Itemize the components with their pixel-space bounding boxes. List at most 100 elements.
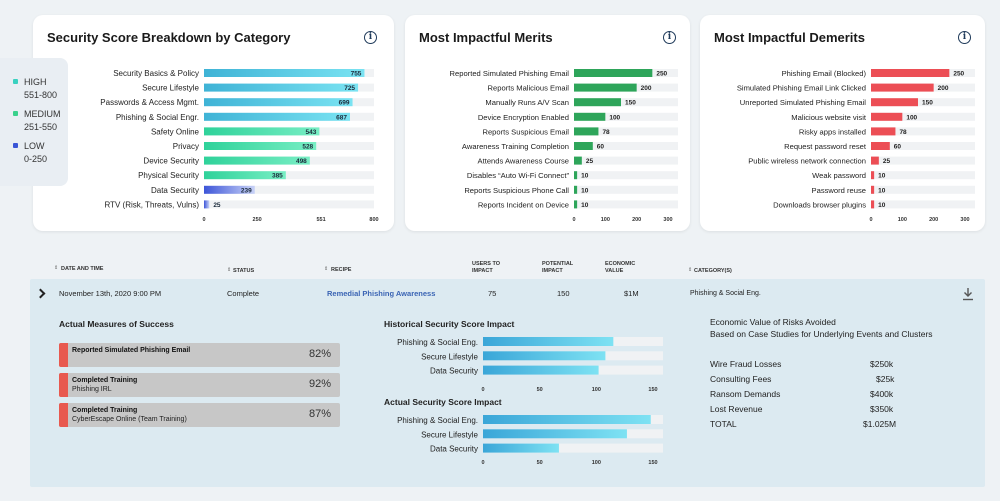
legend-high-range: 551-800 <box>24 90 58 100</box>
measures-title: Actual Measures of Success <box>59 319 174 329</box>
data-label: 100 <box>906 114 917 121</box>
header-date[interactable]: DATE AND TIME <box>61 266 104 272</box>
measure-title: Reported Simulated Phishing Email <box>72 347 191 354</box>
bar <box>574 156 582 165</box>
measure-subtitle: CyberEscape Online (Team Training) <box>72 416 187 423</box>
category-label: Manually Runs A/V Scan <box>485 98 569 107</box>
category-label: Reports Suspicious Email <box>482 127 569 136</box>
bar-track <box>871 127 975 136</box>
category-label: Secure Lifestyle <box>421 430 478 439</box>
bar <box>574 69 653 77</box>
data-label: 25 <box>883 158 891 165</box>
header-category[interactable]: CATEGORY(S) <box>694 268 732 274</box>
economic-title-line2: Based on Case Studies for Underlying Eve… <box>710 329 933 339</box>
bar <box>871 200 875 209</box>
category-label: Awareness Training Completion <box>462 142 569 151</box>
info-icon[interactable]: i <box>663 31 676 44</box>
data-label: 239 <box>241 187 252 194</box>
row-potential: 150 <box>557 289 570 298</box>
bar-track <box>871 156 975 165</box>
data-label: 60 <box>894 144 902 151</box>
row-recipe-link[interactable]: Remedial Phishing Awareness <box>327 289 436 298</box>
bar-track <box>871 185 975 194</box>
measure-card: Completed Training CyberEscape Online (T… <box>59 403 340 427</box>
bar-track <box>574 185 678 194</box>
bar <box>574 171 578 180</box>
bar <box>483 337 614 346</box>
header-users[interactable]: USERS TO IMPACT <box>472 261 500 275</box>
category-label: Device Security <box>143 157 199 166</box>
category-label: Simulated Phishing Email Link Clicked <box>737 84 866 93</box>
data-label: 78 <box>899 129 907 136</box>
header-potential[interactable]: POTENTIAL IMPACT <box>542 261 573 275</box>
data-label: 25 <box>586 158 594 165</box>
historical-impact-chart: Phishing & Social Eng. Secure Lifestyle Da… <box>397 337 663 393</box>
bar <box>204 142 317 150</box>
legend-medium-swatch <box>13 111 18 116</box>
info-icon[interactable]: i <box>958 31 971 44</box>
bar <box>483 351 606 361</box>
historical-impact-title: Historical Security Score Impact <box>384 319 515 329</box>
data-label: 10 <box>878 187 886 194</box>
score-breakdown-chart: Security Basics & Policy 755 Secure Lifest… <box>100 69 379 223</box>
category-label: Data Security <box>151 186 199 195</box>
tick-label: 250 <box>253 217 262 223</box>
data-label: 699 <box>339 100 350 107</box>
bar <box>574 200 578 209</box>
bar-track <box>871 142 975 150</box>
bar <box>204 98 353 107</box>
tick-label: 300 <box>960 217 969 223</box>
sort-icon[interactable]: ⇕ <box>688 267 693 273</box>
bar <box>574 142 593 150</box>
bar-track <box>574 156 678 165</box>
sort-icon[interactable]: ⇕ <box>227 267 232 273</box>
category-label: Reports Incident on Device <box>478 200 569 209</box>
category-label: Data Security <box>430 367 478 376</box>
header-recipe[interactable]: RECIPE <box>331 267 352 273</box>
category-label: Reports Suspicious Phone Call <box>464 186 569 195</box>
header-status[interactable]: STATUS <box>233 268 255 274</box>
bar <box>204 127 320 136</box>
category-label: Secure Lifestyle <box>142 84 199 93</box>
data-label: 60 <box>597 144 605 151</box>
bar <box>871 142 890 150</box>
bar <box>204 112 350 121</box>
category-label: Phishing & Social Eng. <box>397 416 478 425</box>
category-label: Weak password <box>812 171 866 180</box>
legend-low-swatch <box>13 143 18 148</box>
download-icon[interactable] <box>962 287 974 301</box>
tick-label: 150 <box>648 460 657 466</box>
category-label: Risky apps installed <box>799 127 866 136</box>
header-economic[interactable]: ECONOMIC VALUE <box>605 261 635 275</box>
tick-label: 100 <box>592 387 601 393</box>
bar <box>204 156 310 165</box>
bar <box>871 185 875 194</box>
sort-icon[interactable]: ⇕ <box>324 266 329 272</box>
data-label: 528 <box>302 144 313 151</box>
tick-label: 0 <box>572 217 575 223</box>
economic-label: Ransom Demands <box>710 389 781 399</box>
bar <box>204 200 210 209</box>
header-potential-line2: IMPACT <box>542 268 563 274</box>
category-label: Unreported Simulated Phishing Email <box>740 98 867 107</box>
tick-label: 200 <box>929 217 938 223</box>
info-icon[interactable]: i <box>364 31 377 44</box>
measure-percent: 87% <box>308 408 331 420</box>
score-breakdown-card: Security Score Breakdown by Category i S… <box>33 15 394 231</box>
data-label: 250 <box>953 71 964 78</box>
bar-track <box>483 443 663 453</box>
bar <box>871 98 918 107</box>
measure-card: Reported Simulated Phishing Email 82% <box>59 343 340 367</box>
data-label: 200 <box>938 85 949 92</box>
legend-medium-label: MEDIUM <box>24 109 61 119</box>
legend-high-label: HIGH <box>24 77 47 87</box>
tick-label: 0 <box>869 217 872 223</box>
sort-icon[interactable]: ⇕ <box>54 265 59 271</box>
category-label: Downloads browser plugins <box>773 200 866 209</box>
data-label: 150 <box>625 100 636 107</box>
data-label: 385 <box>272 173 283 180</box>
bar <box>483 415 651 424</box>
data-label: 10 <box>581 173 589 180</box>
bar <box>204 83 359 92</box>
tick-label: 200 <box>632 217 641 223</box>
